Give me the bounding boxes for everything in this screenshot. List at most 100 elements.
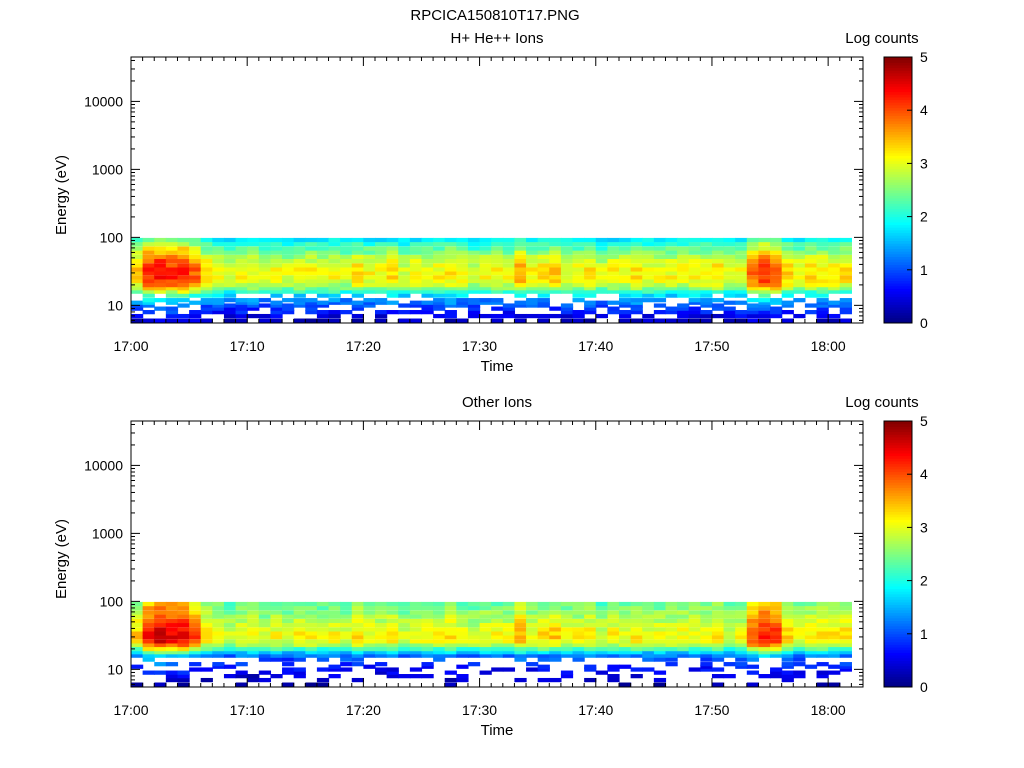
heatmap-cell xyxy=(154,653,167,658)
heatmap-cell xyxy=(665,310,678,315)
heatmap-cell xyxy=(235,623,248,628)
heatmap-cell xyxy=(839,263,852,268)
heatmap-cell xyxy=(142,642,155,648)
heatmap-cell xyxy=(758,653,771,658)
colorbar-segment xyxy=(884,144,912,148)
colorbar-segment xyxy=(884,665,912,669)
heatmap-cell xyxy=(677,610,690,615)
heatmap-cell xyxy=(653,246,667,251)
heatmap-cell xyxy=(653,250,667,255)
heatmap-cell xyxy=(247,618,260,623)
heatmap-cell xyxy=(223,237,237,243)
heatmap-cell xyxy=(165,674,179,679)
heatmap-cell xyxy=(700,271,713,276)
heatmap-cell xyxy=(189,310,202,315)
colorbar-segment xyxy=(884,591,912,595)
heatmap-cell xyxy=(502,610,516,615)
heatmap-cell xyxy=(711,275,725,280)
colorbar-segment xyxy=(884,519,912,523)
colorbar-segment xyxy=(884,224,912,228)
heatmap-cell xyxy=(828,282,841,288)
heatmap-cell xyxy=(223,254,237,259)
heatmap-cell xyxy=(770,254,783,259)
heatmap-cell xyxy=(375,627,388,632)
colorbar-segment xyxy=(884,57,912,61)
heatmap-cell xyxy=(189,263,202,268)
heatmap-cell xyxy=(328,664,341,669)
heatmap-cell xyxy=(421,263,434,268)
colorbar-segment xyxy=(884,527,912,531)
heatmap-cell xyxy=(746,614,760,619)
heatmap-cell xyxy=(293,259,306,264)
heatmap-cell xyxy=(189,601,202,607)
heatmap-cell xyxy=(165,650,179,655)
heatmap-cell xyxy=(839,275,852,280)
heatmap-cell xyxy=(595,639,608,644)
heatmap-cell xyxy=(723,662,736,667)
heatmap-cell xyxy=(642,606,655,611)
heatmap-cell xyxy=(793,271,806,276)
heatmap-cell xyxy=(363,242,376,247)
colorbar-segment xyxy=(884,444,912,449)
heatmap-cell xyxy=(131,271,144,276)
colorbar-segment xyxy=(884,617,912,621)
heatmap-cell xyxy=(456,282,469,288)
heatmap-cell xyxy=(328,610,341,615)
x-tick-label: 18:00 xyxy=(811,702,846,718)
colorbar-segment xyxy=(884,434,912,438)
heatmap-cell xyxy=(316,259,330,264)
heatmap-cell xyxy=(189,254,202,259)
heatmap-cell xyxy=(688,259,701,264)
heatmap-cell xyxy=(595,650,608,655)
heatmap-cell xyxy=(189,610,202,615)
heatmap-cell xyxy=(711,306,725,311)
colorbar-segment xyxy=(884,275,912,279)
heatmap-cell xyxy=(572,275,585,280)
heatmap-cell xyxy=(247,267,260,272)
heatmap-cell xyxy=(630,300,643,305)
heatmap-cell xyxy=(711,259,725,264)
heatmap-cell xyxy=(816,303,829,308)
heatmap-cell xyxy=(258,614,272,619)
heatmap-cell xyxy=(235,682,248,687)
heatmap-cell xyxy=(467,662,481,667)
heatmap-cell xyxy=(375,254,388,259)
heatmap-cell xyxy=(804,627,818,632)
heatmap-cell xyxy=(584,667,597,672)
heatmap-cell xyxy=(514,259,527,264)
heatmap-cell xyxy=(235,646,248,652)
heatmap-cell xyxy=(235,601,248,607)
heatmap-cell xyxy=(793,282,806,288)
heatmap-cell xyxy=(131,263,144,268)
y-tick-label: 100 xyxy=(100,593,124,609)
heatmap-cell xyxy=(828,250,841,255)
heatmap-cell xyxy=(665,646,678,652)
heatmap-cell xyxy=(619,303,632,308)
heatmap-cell xyxy=(282,242,295,247)
heatmap-cell xyxy=(781,627,794,632)
heatmap-cell xyxy=(282,303,295,308)
heatmap-cell xyxy=(409,254,423,259)
heatmap-cell xyxy=(386,667,399,672)
heatmap-cell xyxy=(456,614,469,619)
heatmap-cell xyxy=(177,282,190,288)
heatmap-cell xyxy=(316,300,330,305)
heatmap-cell xyxy=(189,286,202,291)
heatmap-cell xyxy=(293,653,306,658)
heatmap-cell xyxy=(200,286,213,291)
heatmap-cell xyxy=(491,278,504,284)
heatmap-cell xyxy=(642,259,655,264)
heatmap-cell xyxy=(200,631,213,636)
heatmap-cell xyxy=(665,627,678,632)
heatmap-cell xyxy=(526,646,539,652)
heatmap-cell xyxy=(549,601,562,607)
colorbar-segment xyxy=(884,548,912,552)
heatmap-cell xyxy=(235,286,248,291)
heatmap-cell xyxy=(375,635,388,640)
heatmap-cell xyxy=(804,610,818,615)
heatmap-cell xyxy=(131,664,144,669)
heatmap-cell xyxy=(154,670,167,675)
heatmap-cell xyxy=(258,263,272,268)
heatmap-cell xyxy=(735,310,748,315)
heatmap-cell xyxy=(270,293,283,298)
